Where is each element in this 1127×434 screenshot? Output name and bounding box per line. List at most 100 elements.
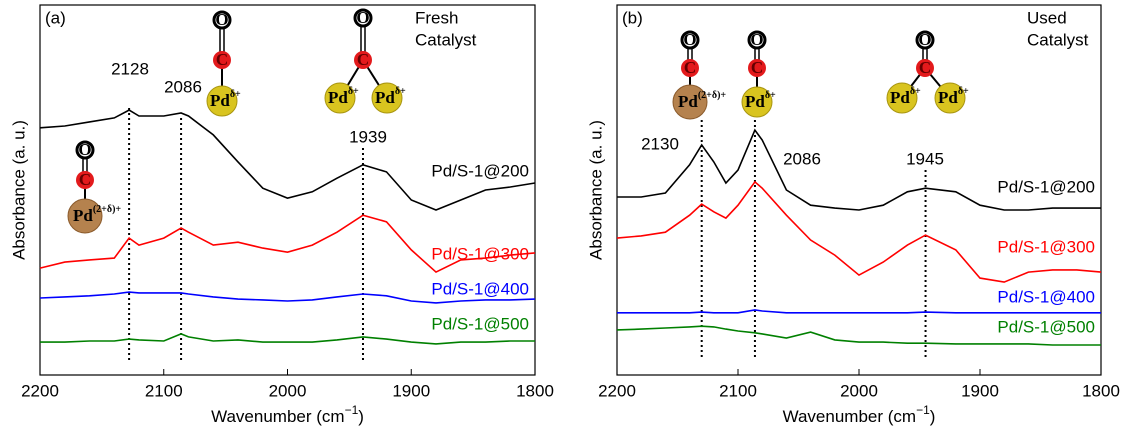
palladium-element: Pd bbox=[745, 92, 765, 111]
palladium-charge: δ+ bbox=[958, 86, 969, 97]
oxygen-atom bbox=[915, 30, 935, 50]
x-tick-label: 2200 bbox=[21, 381, 59, 400]
palladium-charge: δ+ bbox=[910, 86, 921, 97]
palladium-charge: (2+δ)+ bbox=[93, 204, 122, 215]
x-axis-label-sup: −1 bbox=[916, 403, 930, 417]
x-tick-label: 1900 bbox=[961, 381, 999, 400]
x-axis-label-end: ) bbox=[358, 407, 364, 426]
palladium-symbol: Pdδ+ bbox=[890, 86, 921, 107]
x-axis-label-main: Wavenumber (cm bbox=[211, 407, 345, 426]
x-tick-label: 2000 bbox=[269, 381, 307, 400]
carbon-symbol: C bbox=[79, 170, 91, 189]
oxygen-symbol: O bbox=[683, 30, 696, 49]
panel-note: Used bbox=[1027, 8, 1067, 27]
carbon-symbol: C bbox=[684, 58, 696, 77]
oxygen-atom bbox=[212, 10, 232, 30]
spectrum-line bbox=[617, 128, 1101, 211]
palladium-element: Pd bbox=[938, 88, 958, 107]
peak-label: 2086 bbox=[783, 149, 821, 168]
palladium-element: Pd bbox=[210, 91, 230, 110]
palladium-charge: δ+ bbox=[230, 89, 241, 100]
series-label: Pd/S-1@400 bbox=[431, 279, 529, 298]
palladium-symbol: Pdδ+ bbox=[938, 86, 969, 107]
series-label: Pd/S-1@300 bbox=[431, 244, 529, 263]
spectrum-line bbox=[616, 180, 1102, 283]
palladium-element: Pd bbox=[73, 206, 93, 225]
carbon-symbol: C bbox=[216, 50, 228, 69]
palladium-atom bbox=[741, 86, 773, 118]
x-tick-label: 2100 bbox=[145, 381, 183, 400]
palladium-symbol: Pdδ+ bbox=[745, 90, 776, 111]
carbon-atom bbox=[213, 51, 231, 69]
peak-label: 2130 bbox=[641, 134, 679, 153]
spectrum-line bbox=[616, 325, 1101, 346]
panel-note: Catalyst bbox=[1027, 30, 1089, 49]
oxygen-atom bbox=[680, 30, 700, 50]
x-axis-label-main: Wavenumber (cm bbox=[783, 407, 917, 426]
series-label: Pd/S-1@200 bbox=[997, 177, 1095, 196]
carbon-atom bbox=[681, 59, 699, 77]
x-tick-label: 2200 bbox=[598, 381, 636, 400]
palladium-element: Pd bbox=[375, 88, 395, 107]
palladium-symbol: Pdδ+ bbox=[210, 89, 241, 110]
x-tick-label: 1900 bbox=[392, 381, 430, 400]
oxygen-symbol: O bbox=[356, 8, 369, 27]
palladium-symbol: Pdδ+ bbox=[328, 86, 359, 107]
panel-label: (a) bbox=[45, 8, 66, 27]
palladium-atom bbox=[324, 82, 356, 114]
peak-label: 1945 bbox=[906, 149, 944, 168]
series-label: Pd/S-1@200 bbox=[431, 161, 529, 180]
palladium-charge: δ+ bbox=[395, 86, 406, 97]
spectrum-line bbox=[39, 291, 536, 304]
oxygen-atom bbox=[747, 30, 767, 50]
palladium-symbol: Pd(2+δ)+ bbox=[73, 204, 121, 225]
series-label: Pd/S-1@300 bbox=[997, 237, 1095, 256]
panel-note: Fresh bbox=[415, 8, 458, 27]
carbon-atom bbox=[748, 59, 766, 77]
x-tick-label: 1800 bbox=[516, 381, 554, 400]
series-label: Pd/S-1@400 bbox=[997, 287, 1095, 306]
palladium-symbol: Pdδ+ bbox=[375, 86, 406, 107]
palladium-element: Pd bbox=[678, 92, 698, 111]
peak-label: 1939 bbox=[349, 127, 387, 146]
carbon-atom bbox=[76, 171, 94, 189]
peak-label: 2128 bbox=[111, 59, 149, 78]
palladium-charge: (2+δ)+ bbox=[698, 90, 727, 101]
palladium-charge: δ+ bbox=[765, 90, 776, 101]
spectrum-line bbox=[39, 214, 536, 274]
palladium-atom bbox=[206, 85, 238, 117]
oxygen-symbol: O bbox=[918, 30, 931, 49]
peak-label: 2086 bbox=[164, 77, 202, 96]
x-axis-label: Wavenumber (cm−1) bbox=[211, 403, 364, 426]
palladium-atom bbox=[67, 198, 103, 234]
carbon-symbol: C bbox=[751, 58, 763, 77]
oxygen-atom bbox=[75, 140, 95, 160]
spectrum-line bbox=[617, 309, 1101, 314]
palladium-atom bbox=[371, 82, 403, 114]
palladium-element: Pd bbox=[890, 88, 910, 107]
spectrum-line bbox=[39, 109, 536, 211]
palladium-element: Pd bbox=[328, 88, 348, 107]
series-label: Pd/S-1@500 bbox=[431, 314, 529, 333]
carbon-symbol: C bbox=[357, 50, 369, 69]
panel-label: (b) bbox=[622, 8, 643, 27]
series-label: Pd/S-1@500 bbox=[997, 317, 1095, 336]
x-axis-label-end: ) bbox=[930, 407, 936, 426]
x-axis-label: Wavenumber (cm−1) bbox=[783, 403, 936, 426]
x-tick-label: 2000 bbox=[840, 381, 878, 400]
carbon-atom bbox=[354, 51, 372, 69]
oxygen-symbol: O bbox=[750, 30, 763, 49]
palladium-symbol: Pd(2+δ)+ bbox=[678, 90, 726, 111]
y-axis-label: Absorbance (a. u.) bbox=[9, 120, 28, 260]
palladium-atom bbox=[672, 84, 708, 120]
y-axis-label: Absorbance (a. u.) bbox=[586, 120, 605, 260]
x-tick-label: 2100 bbox=[719, 381, 757, 400]
palladium-charge: δ+ bbox=[348, 86, 359, 97]
oxygen-symbol: O bbox=[78, 140, 91, 159]
spectrum-line bbox=[40, 333, 535, 345]
x-axis-label-sup: −1 bbox=[345, 403, 359, 417]
x-tick-label: 1800 bbox=[1082, 381, 1120, 400]
carbon-atom bbox=[916, 59, 934, 77]
palladium-atom bbox=[886, 82, 918, 114]
